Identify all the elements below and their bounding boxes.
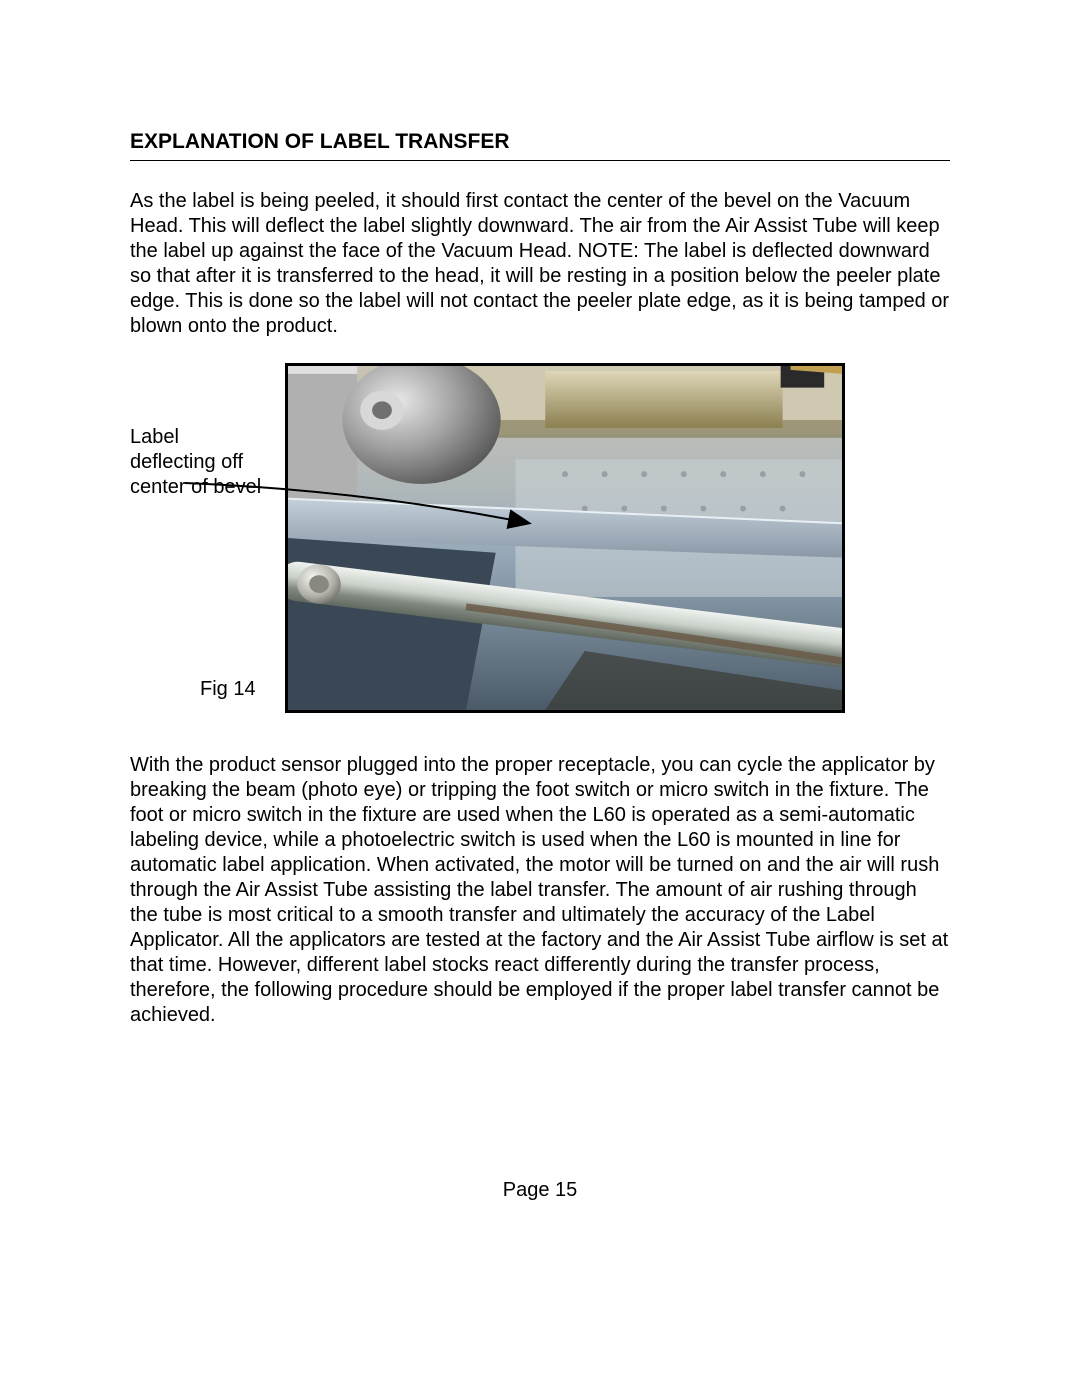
figure-callout: Label deflecting off center of bevel bbox=[130, 425, 270, 500]
figure-photo-svg bbox=[288, 366, 842, 710]
paragraph-1: As the label is being peeled, it should … bbox=[130, 189, 950, 339]
paragraph-2: With the product sensor plugged into the… bbox=[130, 753, 950, 1028]
figure-label: Fig 14 bbox=[200, 678, 256, 701]
figure-block: Label deflecting off center of bevel Fig… bbox=[130, 363, 950, 733]
page-footer: Page 15 bbox=[0, 1179, 1080, 1202]
figure-photo bbox=[285, 363, 845, 713]
section-heading: EXPLANATION OF LABEL TRANSFER bbox=[130, 130, 950, 161]
